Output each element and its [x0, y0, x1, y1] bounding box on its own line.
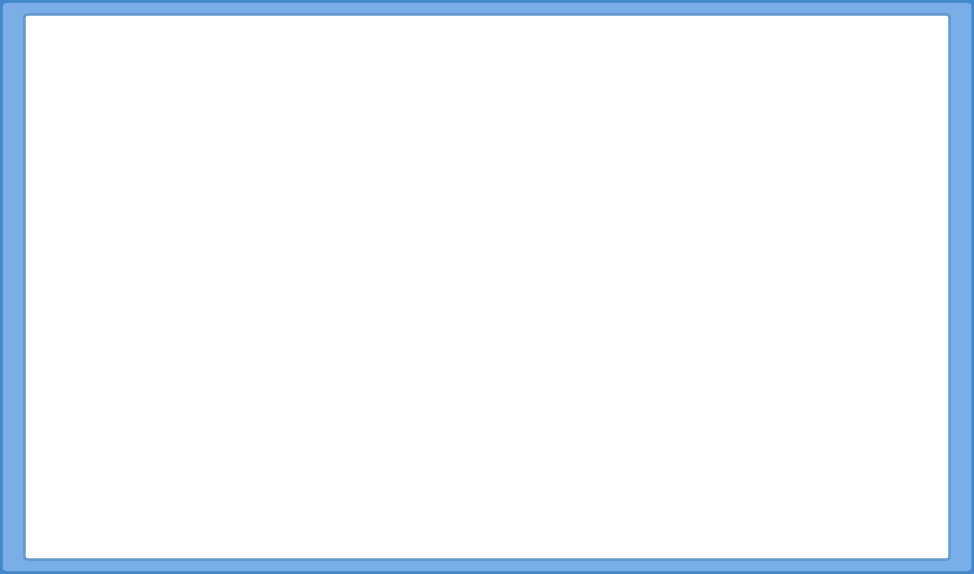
Bar [843, 240, 856, 413]
Bar [392, 348, 406, 413]
Bar [406, 391, 420, 413]
Bar [575, 395, 588, 413]
Bar [167, 398, 180, 413]
Bar [490, 150, 505, 413]
Bar [462, 393, 476, 413]
Bar [321, 72, 335, 413]
Bar [730, 260, 743, 413]
Bar [110, 408, 125, 413]
Bar [237, 412, 251, 413]
Bar [673, 277, 688, 413]
Bar [743, 391, 758, 413]
Bar [518, 397, 533, 413]
Bar [378, 91, 392, 413]
Bar [125, 412, 138, 413]
Bar [659, 79, 673, 413]
Bar [617, 296, 631, 413]
Bar [223, 389, 237, 413]
Bar [603, 79, 617, 413]
Bar [335, 350, 350, 413]
Bar [715, 70, 730, 413]
Bar [448, 320, 462, 413]
Bar [828, 118, 843, 413]
Bar [898, 243, 913, 413]
Bar [913, 397, 926, 413]
Bar [786, 257, 800, 413]
Bar [153, 91, 167, 413]
Bar [293, 412, 308, 413]
Bar [631, 393, 645, 413]
Bar [180, 412, 195, 413]
Bar [208, 91, 223, 413]
Bar [688, 391, 701, 413]
Bar [800, 391, 814, 413]
Bar [546, 130, 561, 413]
Bar [434, 94, 448, 413]
Legend: Average fare, scheduled service ($), Ancillary purchase per revenue passenger, a: Average fare, scheduled service ($), Anc… [343, 472, 767, 532]
Bar [771, 73, 786, 413]
Bar [856, 395, 870, 413]
Bar [265, 64, 280, 413]
Bar [280, 367, 293, 413]
Bar [350, 412, 363, 413]
Bar [561, 300, 575, 413]
Bar [505, 303, 518, 413]
Bar [96, 146, 110, 413]
Bar [884, 156, 898, 413]
